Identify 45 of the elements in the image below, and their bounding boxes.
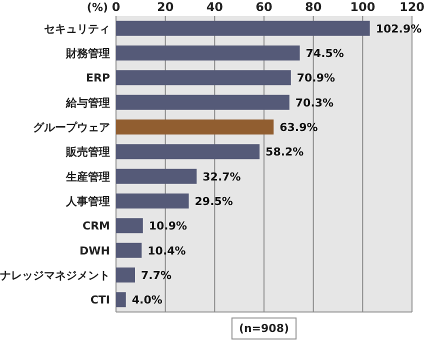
y-tick-label: 人事管理: [65, 195, 110, 208]
data-label: 63.9%: [280, 121, 318, 134]
x-tick-label: 0: [112, 0, 120, 14]
bar: [116, 46, 300, 60]
data-label: 10.9%: [148, 220, 188, 233]
y-tick-label: CTI: [90, 294, 110, 307]
x-tick-label: 40: [206, 0, 224, 14]
data-label: 74.5%: [306, 47, 344, 60]
data-label: 70.9%: [296, 72, 336, 85]
bar: [116, 242, 142, 258]
bar: [116, 20, 370, 36]
data-label: 70.3%: [295, 96, 334, 110]
data-label: 58.2%: [266, 146, 304, 159]
x-axis-title: (%): [86, 1, 108, 14]
data-label: 29.5%: [194, 195, 233, 208]
y-tick-label: 生産管理: [65, 170, 110, 184]
x-tick-label: 80: [304, 0, 322, 14]
bar: [116, 94, 290, 110]
y-tick-label: グループウェア: [33, 121, 110, 134]
bar: [116, 168, 197, 184]
text: (n=908): [238, 322, 290, 335]
data-label: 4.0%: [132, 294, 162, 307]
x-tick-label: 100: [350, 0, 376, 14]
y-tick-label: CRM: [82, 220, 110, 233]
data-label: 102.9%: [376, 22, 422, 36]
x-tick-label: 60: [256, 0, 272, 14]
bar: [116, 218, 143, 234]
bar: [116, 292, 126, 308]
y-tick-label: 財務管理: [65, 47, 110, 60]
y-tick-label: セキュリティ: [44, 22, 110, 36]
y-tick-label: 給与管理: [65, 96, 110, 110]
bar: [116, 268, 135, 282]
x-tick-label: 120: [399, 0, 425, 14]
data-label: 7.7%: [140, 269, 172, 282]
bar: [116, 120, 274, 134]
y-tick-label: ERP: [86, 72, 110, 85]
data-label: 10.4%: [148, 244, 186, 258]
data-label: 32.7%: [202, 170, 241, 184]
x-tick-label: 20: [156, 0, 174, 14]
bar: [116, 144, 260, 160]
y-tick-label: DWH: [80, 244, 110, 258]
y-tick-label: 販売管理: [65, 146, 110, 159]
bar: [116, 70, 291, 86]
bar: [116, 194, 189, 208]
y-tick-label: ナレッジマネジメント: [0, 269, 110, 282]
